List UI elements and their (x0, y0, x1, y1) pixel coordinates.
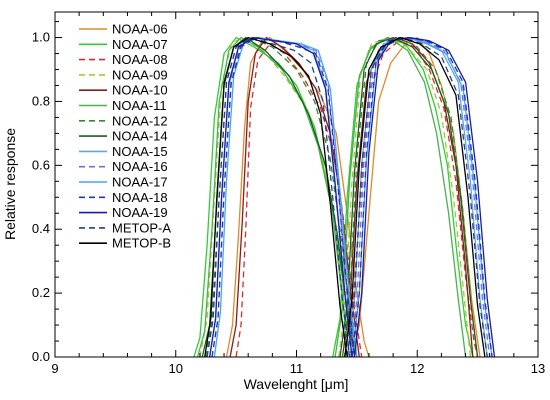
series-line (235, 43, 363, 358)
legend-label: NOAA-11 (112, 98, 167, 113)
series-line (206, 36, 351, 358)
x-axis-title: Wavelenght [μm] (244, 376, 349, 392)
legend-label: NOAA-18 (112, 190, 168, 205)
series-line (334, 36, 467, 358)
legend-label: NOAA-19 (112, 205, 168, 220)
series-line (338, 36, 472, 358)
series-line (353, 36, 496, 358)
series-line (351, 36, 493, 358)
x-tick-label: 9 (51, 361, 58, 376)
series-line (204, 36, 348, 358)
series-line (341, 36, 479, 358)
series-line (346, 36, 488, 358)
x-tick-label: 13 (531, 361, 545, 376)
axis-ticks: 9 10 11 12 13 0.0 0.2 0.4 0.6 0.8 1.0 (32, 12, 545, 376)
legend-label: NOAA-08 (112, 52, 168, 67)
y-tick-label: 1.0 (32, 30, 50, 45)
legend-label: NOAA-07 (112, 37, 168, 52)
y-tick-label: 0.8 (32, 93, 50, 108)
series-line (350, 36, 481, 358)
legend-label: NOAA-14 (112, 129, 168, 144)
x-tick-label: 10 (169, 361, 183, 376)
legend-label: NOAA-06 (112, 22, 168, 37)
y-tick-label: 0.2 (32, 285, 50, 300)
series-line (341, 36, 474, 358)
series-line (208, 36, 353, 358)
legend-label: METOP-A (112, 220, 171, 235)
y-tick-label: 0.0 (32, 349, 50, 364)
plot-lines (193, 36, 496, 358)
legend-label: NOAA-09 (112, 67, 168, 82)
legend-label: NOAA-15 (112, 144, 168, 159)
series-line (196, 36, 351, 358)
y-axis-title: Relative response (2, 128, 18, 240)
series-line (339, 36, 479, 358)
series-line (344, 36, 486, 358)
series-line (213, 36, 358, 358)
legend: NOAA-06NOAA-07NOAA-08NOAA-09NOAA-10NOAA-… (79, 22, 171, 251)
x-tick-label: 11 (290, 361, 304, 376)
series-line (348, 36, 491, 358)
x-tick-label: 12 (410, 361, 424, 376)
y-tick-label: 0.6 (32, 157, 50, 172)
legend-label: METOP-B (112, 236, 171, 251)
legend-label: NOAA-17 (112, 175, 168, 190)
y-tick-label: 0.4 (32, 221, 50, 236)
legend-label: NOAA-10 (112, 83, 168, 98)
legend-label: NOAA-12 (112, 113, 168, 128)
legend-label: NOAA-16 (112, 159, 168, 174)
